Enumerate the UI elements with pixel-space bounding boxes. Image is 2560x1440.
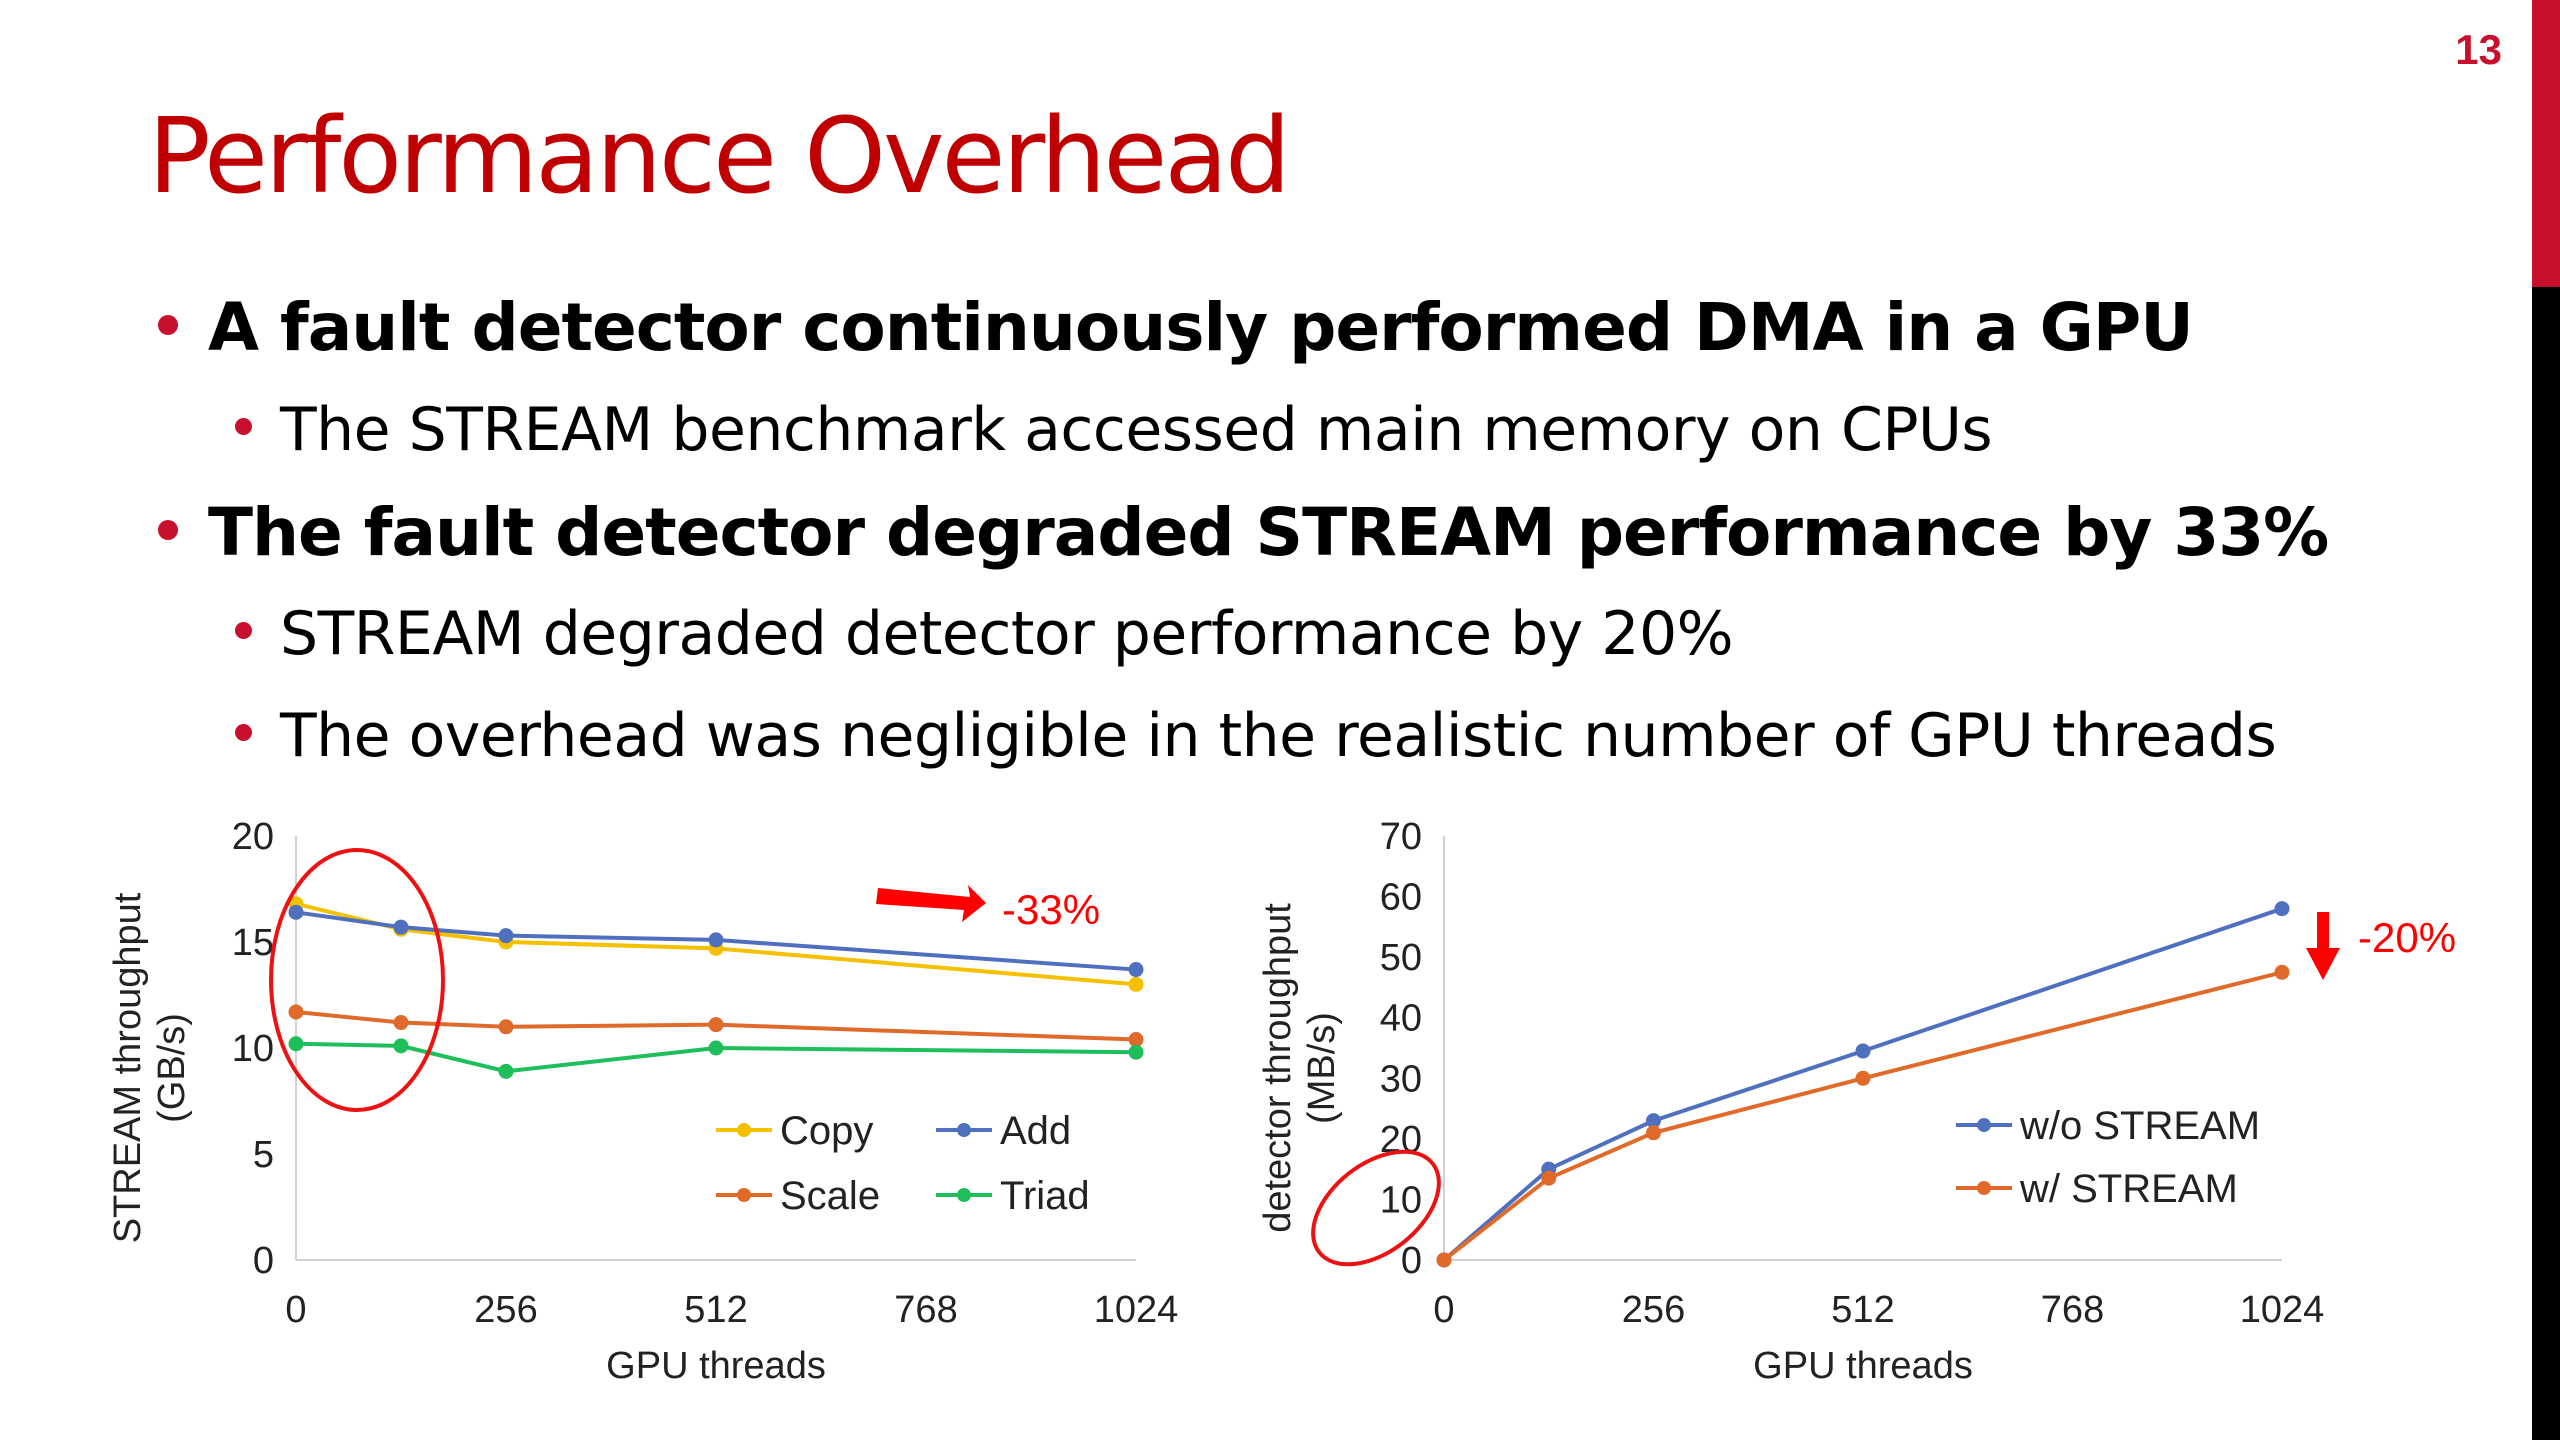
y-axis-label-line: (MB/s) bbox=[1301, 1012, 1343, 1124]
legend-label: Add bbox=[1000, 1109, 1071, 1153]
data-point bbox=[288, 904, 304, 920]
x-tick-label: 768 bbox=[2041, 1289, 2104, 1331]
legend-label: Triad bbox=[1000, 1174, 1090, 1218]
arrow-down-icon bbox=[2306, 912, 2340, 980]
y-tick-label: 20 bbox=[232, 816, 274, 858]
data-point bbox=[1541, 1170, 1557, 1186]
data-point bbox=[708, 1017, 724, 1033]
y-tick-label: 60 bbox=[1380, 877, 1422, 919]
data-point bbox=[1436, 1252, 1452, 1268]
legend-marker bbox=[1977, 1181, 1991, 1195]
data-point bbox=[393, 1038, 409, 1054]
y-tick-label: 15 bbox=[232, 922, 274, 964]
y-tick-label: 50 bbox=[1380, 937, 1422, 979]
highlight-ellipse bbox=[269, 848, 445, 1112]
y-axis-label-line: (GB/s) bbox=[151, 1013, 193, 1123]
data-point bbox=[288, 1004, 304, 1020]
data-point bbox=[2274, 964, 2290, 980]
data-point bbox=[498, 928, 514, 944]
data-point bbox=[498, 1019, 514, 1035]
x-tick-label: 768 bbox=[894, 1289, 957, 1331]
legend-label: Scale bbox=[780, 1174, 880, 1218]
bullet-text: The STREAM benchmark accessed main memor… bbox=[280, 395, 1993, 465]
data-point bbox=[708, 1040, 724, 1056]
y-tick-label: 10 bbox=[1380, 1179, 1422, 1221]
data-point bbox=[393, 919, 409, 935]
x-axis-label: GPU threads bbox=[606, 1345, 826, 1387]
slide-title: Performance Overhead bbox=[148, 95, 1291, 217]
sub-bullet-item: STREAM degraded detector performance by … bbox=[235, 604, 1734, 664]
x-tick-label: 1024 bbox=[1094, 1289, 1179, 1331]
bullet-dot-icon bbox=[158, 520, 178, 540]
y-tick-label: 10 bbox=[232, 1028, 274, 1070]
stream-throughput-chart: 0 5 10 15 20 0 256 512 768 1024 GPU threads STREAM … bbox=[107, 816, 1179, 1387]
data-point bbox=[1128, 1044, 1144, 1060]
data-point bbox=[1128, 962, 1144, 978]
x-tick-label: 512 bbox=[1831, 1289, 1894, 1331]
annotation-label: -20% bbox=[2358, 914, 2456, 961]
y-tick-label: 30 bbox=[1380, 1058, 1422, 1100]
legend-marker bbox=[737, 1123, 751, 1137]
bullet-text: The fault detector degraded STREAM perfo… bbox=[208, 494, 2329, 571]
y-axis-label: detector throughput(MB/s) bbox=[1257, 903, 1343, 1233]
bullet-text: The overhead was negligible in the reali… bbox=[280, 701, 2277, 771]
arrow-right-icon bbox=[876, 885, 986, 922]
y-axis-label-line: detector throughput bbox=[1257, 903, 1299, 1233]
y-tick-label: 5 bbox=[253, 1134, 274, 1176]
bullet-dot-icon bbox=[158, 315, 178, 335]
legend-marker bbox=[957, 1123, 971, 1137]
x-axis-label: GPU threads bbox=[1753, 1345, 1973, 1387]
data-point bbox=[1646, 1125, 1661, 1141]
annotation-label: -33% bbox=[1002, 886, 1100, 933]
x-tick-label: 512 bbox=[684, 1289, 747, 1331]
data-point bbox=[288, 1036, 304, 1052]
side-accent-bar-red bbox=[2532, 0, 2560, 287]
y-tick-label: 70 bbox=[1380, 816, 1422, 858]
bullet-dot-icon bbox=[235, 724, 252, 741]
legend-marker bbox=[957, 1188, 971, 1202]
x-tick-label: 256 bbox=[474, 1289, 537, 1331]
legend-marker bbox=[1977, 1118, 1991, 1132]
bullet-item: A fault detector continuously performed … bbox=[158, 295, 2194, 361]
sub-bullet-item: The STREAM benchmark accessed main memor… bbox=[235, 400, 1993, 460]
legend-label: Copy bbox=[780, 1109, 873, 1153]
data-point bbox=[1646, 1113, 1661, 1129]
x-tick-label: 0 bbox=[1433, 1289, 1454, 1331]
bullet-dot-icon bbox=[235, 622, 252, 639]
legend-label: w/ STREAM bbox=[2019, 1167, 2238, 1211]
legend-label: w/o STREAM bbox=[2019, 1104, 2260, 1148]
data-point bbox=[2274, 901, 2290, 917]
data-point bbox=[708, 932, 724, 948]
y-axis-label: STREAM throughput(GB/s) bbox=[107, 892, 193, 1243]
y-axis-label-line: STREAM throughput bbox=[107, 892, 149, 1243]
data-point bbox=[393, 1015, 409, 1031]
bullet-dot-icon bbox=[235, 418, 252, 435]
bullet-item: The fault detector degraded STREAM perfo… bbox=[158, 500, 2329, 566]
x-tick-label: 256 bbox=[1622, 1289, 1685, 1331]
highlight-ellipse bbox=[1311, 1149, 1441, 1267]
y-tick-label: 40 bbox=[1380, 998, 1422, 1040]
legend-marker bbox=[737, 1188, 751, 1202]
sub-bullet-item: The overhead was negligible in the reali… bbox=[235, 706, 2277, 766]
y-tick-label: 0 bbox=[1401, 1240, 1422, 1282]
x-tick-label: 1024 bbox=[2240, 1289, 2325, 1331]
bullet-text: A fault detector continuously performed … bbox=[208, 289, 2194, 366]
x-tick-label: 0 bbox=[285, 1289, 306, 1331]
y-tick-label: 0 bbox=[253, 1240, 274, 1282]
bullet-text: STREAM degraded detector performance by … bbox=[280, 599, 1734, 669]
data-point bbox=[1128, 976, 1144, 992]
data-point bbox=[498, 1063, 514, 1079]
data-point bbox=[1855, 1043, 1871, 1059]
page-number: 13 bbox=[2455, 26, 2502, 73]
side-accent-bar-black bbox=[2532, 287, 2560, 1440]
data-point bbox=[1128, 1032, 1144, 1048]
data-point bbox=[1855, 1070, 1871, 1086]
